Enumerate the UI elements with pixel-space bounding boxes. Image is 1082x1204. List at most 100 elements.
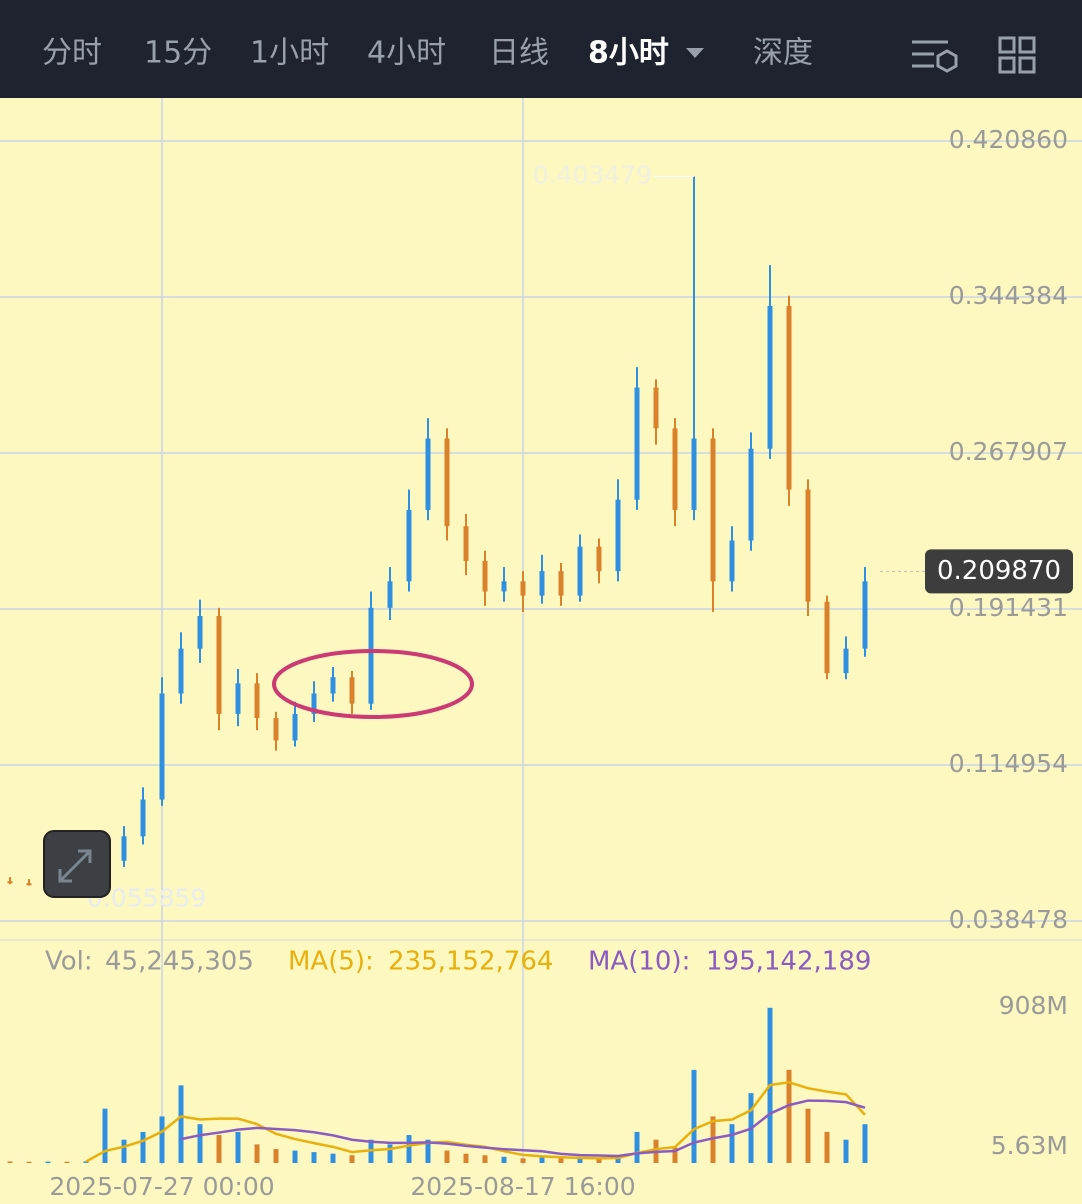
candle-body: [539, 571, 545, 596]
candle-body: [482, 560, 488, 592]
volume-bar: [292, 1150, 298, 1163]
y-tick-label: 0.114954: [949, 749, 1068, 778]
tab[interactable]: 日线: [489, 36, 549, 71]
layout-icon[interactable]: [998, 36, 1016, 54]
volume-bar: [216, 1135, 222, 1163]
tab-dropdown-arrow: [686, 48, 704, 58]
volume-ma10-line: [180, 1099, 866, 1158]
candle-body: [254, 683, 260, 718]
volume-bar: [235, 1131, 241, 1163]
candle-body: [634, 387, 640, 500]
candle-body: [159, 693, 165, 800]
tab-bar: [0, 0, 1082, 98]
candle-body: [786, 305, 792, 490]
volume-bar: [615, 1156, 621, 1163]
tab[interactable]: 4小时: [367, 36, 446, 71]
volume-bar: [254, 1144, 260, 1163]
candle-body: [425, 438, 431, 510]
volume-bar: [178, 1085, 184, 1163]
candle-body: [273, 717, 279, 741]
candle-body: [653, 387, 659, 429]
candle-body: [121, 836, 127, 861]
candle-body: [178, 648, 184, 694]
candle-body: [748, 448, 754, 541]
candle-body: [7, 881, 13, 884]
candle-body: [216, 615, 222, 714]
volume-bar: [577, 1158, 583, 1163]
volume-header-vol-label: Vol:: [45, 947, 93, 977]
candle-body: [235, 683, 241, 714]
highlight-ellipse: [272, 649, 474, 719]
volume-bar: [273, 1149, 279, 1163]
volume-bar: [64, 1161, 70, 1163]
candle-body: [501, 581, 507, 592]
candle-body: [520, 581, 526, 596]
candle-body: [368, 607, 374, 704]
toolbar-icons: [912, 36, 1036, 74]
settings-icon-hex: [936, 49, 958, 73]
candle-body: [862, 581, 868, 649]
volume-bar: [805, 1108, 811, 1163]
volume-bar: [7, 1161, 13, 1163]
volume-bar: [311, 1152, 317, 1163]
candle-body: [463, 526, 469, 561]
volume-bar: [349, 1155, 355, 1163]
volume-bar: [539, 1157, 545, 1163]
candle-body: [140, 799, 146, 837]
candle-body: [349, 677, 355, 704]
volume-header-ma10-label: MA(10):: [588, 947, 690, 977]
layout-icon: [998, 56, 1016, 74]
volume-bar: [596, 1159, 602, 1163]
volume-bar: [83, 1161, 89, 1163]
candle-body: [387, 581, 393, 608]
volume-bar: [482, 1155, 488, 1163]
volume-bar: [159, 1116, 165, 1163]
volume-tick-label: 908M: [999, 991, 1068, 1020]
volume-bar: [729, 1124, 735, 1163]
tab[interactable]: 1小时: [250, 36, 329, 71]
volume-tick-label: 5.63M: [991, 1131, 1068, 1160]
volume-bar: [444, 1150, 450, 1163]
candle-body: [558, 571, 564, 596]
expand-icon: [58, 849, 92, 883]
max-price-label: 0.403479: [533, 160, 652, 189]
y-tick-label: 0.420860: [949, 125, 1068, 154]
volume-bar: [862, 1124, 868, 1163]
candle-body: [710, 438, 716, 582]
volume-ma5-line: [85, 1081, 866, 1163]
candle-body: [824, 601, 830, 674]
tab[interactable]: 深度: [753, 36, 813, 71]
volume-bar: [520, 1158, 526, 1163]
volume-bar: [102, 1108, 108, 1163]
volume-bar: [501, 1156, 507, 1163]
expand-button[interactable]: [43, 830, 111, 898]
candle-body: [292, 713, 298, 741]
volume-header-ma5: 235,152,764: [388, 947, 553, 977]
candle-body: [577, 546, 583, 596]
volume-header-vol: 45,245,305: [105, 947, 254, 977]
volume-bar: [26, 1161, 32, 1163]
candle-body: [444, 438, 450, 527]
y-tick-label: 0.344384: [949, 281, 1068, 310]
candle-body: [406, 509, 412, 582]
candle-body: [672, 428, 678, 510]
x-tick-label: 2025-08-17 16:00: [410, 1172, 635, 1200]
volume-bar: [45, 1161, 51, 1163]
candle-body: [197, 615, 203, 649]
volume-header-ma10: 195,142,189: [706, 947, 871, 977]
volume-bar: [121, 1139, 127, 1163]
candle-body: [691, 438, 697, 510]
candle-body: [330, 677, 336, 694]
x-tick-label: 2025-07-27 00:00: [49, 1172, 274, 1200]
settings-icon[interactable]: [912, 40, 948, 68]
volume-bar: [140, 1131, 146, 1163]
tab[interactable]: 分时: [42, 36, 102, 71]
tab[interactable]: 8小时: [588, 36, 669, 71]
y-tick-label: 0.191431: [949, 593, 1068, 622]
tab[interactable]: 15分: [144, 36, 212, 71]
candle-body: [805, 489, 811, 602]
volume-bar: [330, 1153, 336, 1163]
volume-header-ma5-label: MA(5):: [288, 947, 374, 977]
volume-bar: [558, 1158, 564, 1163]
